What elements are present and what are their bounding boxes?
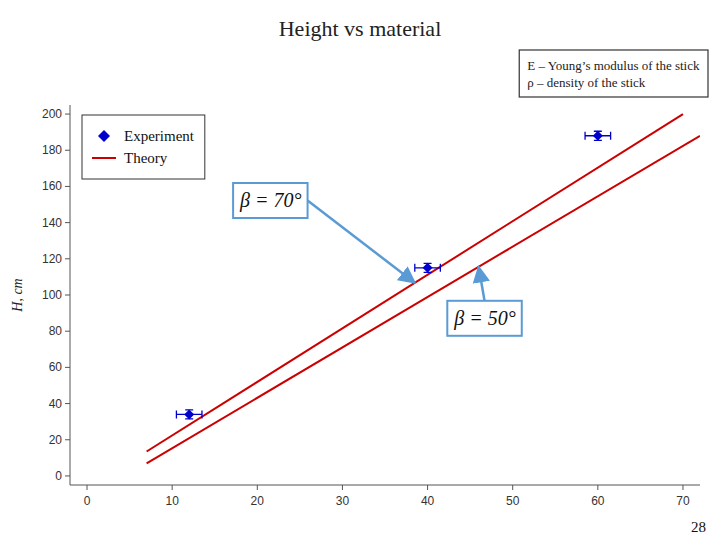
y-error-bar	[594, 131, 602, 140]
y-tick	[65, 258, 70, 259]
x-tick	[597, 485, 598, 490]
page-number: 28	[691, 519, 706, 535]
x-tick	[172, 485, 173, 490]
x-error-bar	[415, 264, 441, 272]
plot-area	[147, 114, 700, 463]
info-box: E – Young’s modulus of the stick ρ – dens…	[519, 50, 708, 97]
experiment-point	[423, 263, 433, 273]
y-tick	[65, 403, 70, 404]
y-tick-label: 140	[42, 216, 62, 230]
legend-label: Theory	[124, 150, 168, 166]
y-tick-label: 200	[42, 107, 62, 121]
x-error-bar	[585, 132, 611, 140]
y-axis-label: H, cm	[10, 278, 25, 312]
legend-label: Experiment	[124, 128, 195, 144]
x-tick-label: 50	[506, 494, 520, 508]
y-tick-label: 0	[55, 469, 62, 483]
x-tick	[682, 485, 683, 490]
legend: Experiment Theory	[82, 115, 205, 179]
series-annotations: β = 70° β = 50°	[233, 183, 522, 336]
theory-line	[147, 114, 683, 451]
x-tick-label: 20	[251, 494, 265, 508]
x-tick-label: 0	[84, 494, 91, 508]
annotation-arrow	[308, 201, 415, 283]
x-tick-label: 30	[336, 494, 350, 508]
y-tick-label: 20	[49, 433, 63, 447]
y-tick	[65, 439, 70, 440]
x-tick-label: 60	[591, 494, 605, 508]
y-tick-label: 180	[42, 143, 62, 157]
y-tick-label: 80	[49, 324, 63, 338]
y-tick	[65, 150, 70, 151]
y-tick	[65, 331, 70, 332]
x-tick	[87, 485, 88, 490]
y-tick-label: 100	[42, 288, 62, 302]
experiment-point-group	[176, 409, 202, 419]
y-tick	[65, 295, 70, 296]
axes: 0 10 20 30 40 50 60 70 0 20 40 60 80 100 120 140 160 180 2…	[42, 105, 700, 508]
x-tick	[257, 485, 258, 490]
annotation: β = 50°	[447, 267, 521, 336]
chart: Height vs material E – Young’s modulus of…	[0, 0, 720, 540]
x-tick	[512, 485, 513, 490]
annotation-box	[233, 183, 307, 218]
y-error-bar	[185, 410, 193, 419]
annotation: β = 70°	[233, 183, 415, 283]
y-tick-label: 60	[49, 360, 63, 374]
annotation-text: β = 50°	[453, 307, 515, 330]
annotation-text: β = 70°	[239, 189, 301, 212]
y-tick	[65, 475, 70, 476]
theory-line	[147, 136, 700, 464]
annotation-arrow	[479, 267, 485, 301]
experiment-point	[184, 409, 194, 419]
info-box-frame	[519, 50, 708, 97]
annotation-box	[447, 301, 521, 336]
y-tick-label: 160	[42, 179, 62, 193]
x-error-bar	[176, 410, 202, 418]
x-tick-label: 40	[421, 494, 435, 508]
title: Height vs material	[279, 16, 442, 41]
y-error-bar	[424, 263, 432, 272]
y-tick	[65, 186, 70, 187]
experiment-point-group	[585, 131, 611, 141]
x-tick-label: 10	[165, 494, 179, 508]
experiment-point	[593, 131, 603, 141]
x-tick	[427, 485, 428, 490]
legend-swatch	[92, 157, 116, 159]
x-axis-line	[70, 485, 700, 486]
y-tick	[65, 222, 70, 223]
x-tick-label: 70	[676, 494, 690, 508]
info-text: E – Young’s modulus of the stick	[527, 58, 700, 73]
legend-frame	[82, 115, 205, 179]
y-tick-label: 40	[49, 397, 63, 411]
x-tick	[342, 485, 343, 490]
y-tick	[65, 114, 70, 115]
experiment-point-group	[415, 263, 441, 273]
y-tick	[65, 367, 70, 368]
y-tick-label: 120	[42, 252, 62, 266]
legend-swatch	[98, 130, 110, 142]
info-text: ρ – density of the stick	[527, 75, 646, 90]
